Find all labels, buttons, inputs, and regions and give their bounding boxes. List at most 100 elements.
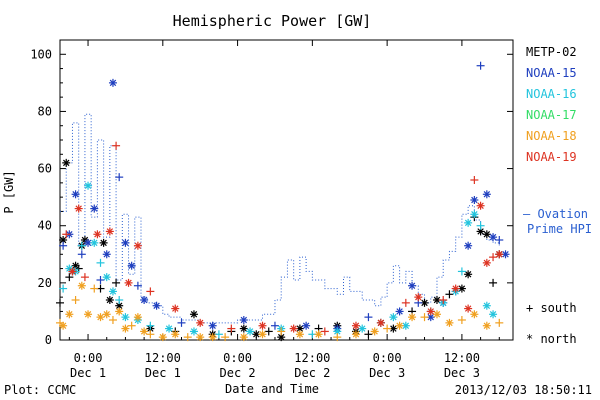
footer-timestamp: 2013/12/03 18:50:11: [455, 383, 592, 397]
north-marker: [314, 330, 323, 339]
legend-south: + south: [526, 301, 577, 315]
north-marker-stroke: [59, 236, 67, 244]
north-marker: [464, 304, 473, 313]
north-marker-stroke: [246, 328, 254, 335]
north-marker-stroke: [122, 239, 129, 247]
legend-noaa-15: NOAA-15: [526, 66, 577, 80]
north-marker-stroke: [402, 322, 410, 329]
north-marker-stroke: [471, 211, 478, 218]
north-marker: [258, 321, 267, 330]
north-marker: [71, 190, 80, 199]
north-marker-stroke: [106, 228, 114, 235]
x-tick-time-label: 0:00: [223, 351, 252, 365]
north-marker-stroke: [91, 205, 98, 212]
north-marker-stroke: [115, 302, 123, 309]
north-marker: [171, 330, 180, 339]
north-marker: [358, 324, 367, 333]
north-marker-stroke: [103, 273, 110, 281]
north-marker: [124, 278, 133, 287]
north-marker: [133, 241, 142, 250]
north-marker-stroke: [140, 328, 148, 335]
north-marker-stroke: [125, 279, 132, 287]
legend: METP-02 NOAA-15 NOAA-16 NOAA-17 NOAA-18 NOAA-…: [526, 45, 577, 164]
legend-ovation-line2: Prime HPI: [527, 222, 592, 236]
north-marker-stroke: [483, 302, 491, 309]
north-marker-stroke: [433, 296, 441, 304]
north-marker: [482, 190, 491, 199]
north-marker: [495, 250, 504, 259]
north-marker-stroke: [97, 313, 104, 321]
north-marker-stroke: [103, 311, 110, 318]
north-marker-stroke: [72, 262, 79, 269]
north-marker: [158, 333, 167, 342]
series-noaa-16: [59, 181, 498, 339]
north-marker: [84, 310, 93, 319]
north-marker-stroke: [408, 313, 416, 321]
legend-noaa-18: NOAA-18: [526, 129, 577, 143]
north-marker-stroke: [103, 251, 110, 258]
north-marker-stroke: [240, 333, 248, 341]
north-marker: [90, 204, 99, 213]
north-marker: [239, 316, 248, 324]
north-marker-stroke: [134, 313, 142, 321]
x-tick-date-label: Dec 3: [444, 366, 480, 380]
north-marker-stroke: [122, 325, 129, 332]
north-marker-stroke: [352, 322, 360, 329]
north-marker: [127, 261, 136, 270]
ovation-prime-hpi-line: [60, 113, 500, 324]
north-marker-stroke: [259, 322, 266, 329]
north-marker-stroke: [489, 233, 497, 241]
north-marker-stroke: [259, 331, 266, 338]
x-tick-time-label: 0:00: [373, 351, 402, 365]
series-noaa-18: [56, 281, 504, 342]
north-marker: [295, 330, 304, 339]
north-marker: [208, 333, 217, 342]
data-marks: [56, 61, 510, 342]
x-tick-time-label: 12:00: [294, 351, 330, 365]
y-axis-label: P [GW]: [2, 170, 16, 213]
north-marker-stroke: [153, 302, 160, 309]
north-marker-stroke: [209, 322, 216, 329]
north-marker: [246, 327, 255, 336]
north-marker-stroke: [196, 333, 204, 341]
north-marker-stroke: [358, 325, 366, 332]
north-marker-stroke: [415, 293, 422, 301]
north-marker: [482, 230, 491, 239]
north-marker-stroke: [69, 268, 76, 275]
north-marker: [133, 313, 142, 322]
north-marker: [451, 284, 460, 293]
north-marker: [102, 250, 111, 259]
north-marker: [62, 158, 71, 167]
legend-metp-02: METP-02: [526, 45, 577, 59]
legend-ovation-line1: — Ovation: [523, 207, 588, 221]
north-marker: [351, 321, 360, 330]
north-marker-stroke: [396, 308, 403, 315]
north-marker: [464, 270, 473, 279]
north-marker: [501, 250, 510, 259]
y-tick-label: 20: [38, 276, 52, 290]
north-marker: [105, 227, 114, 236]
north-marker: [84, 181, 93, 190]
north-marker: [408, 313, 417, 322]
x-tick-date-label: Dec 2: [294, 366, 330, 380]
y-tick-label: 100: [30, 47, 52, 61]
north-marker: [470, 210, 479, 219]
north-marker-stroke: [84, 182, 92, 189]
north-marker: [152, 301, 161, 310]
north-marker: [408, 281, 417, 290]
north-marker-stroke: [471, 196, 478, 204]
north-marker: [196, 333, 205, 342]
north-marker-stroke: [496, 251, 503, 258]
north-marker-stroke: [91, 239, 98, 247]
north-marker: [121, 324, 130, 333]
north-marker-stroke: [483, 191, 491, 198]
north-marker: [102, 310, 111, 319]
x-tick-date-label: Dec 1: [70, 366, 106, 380]
north-marker-stroke: [106, 296, 114, 304]
north-marker-stroke: [433, 311, 441, 318]
series-noaa-15: [59, 61, 510, 333]
north-marker: [93, 230, 102, 239]
legend-noaa-19: NOAA-19: [526, 150, 577, 164]
